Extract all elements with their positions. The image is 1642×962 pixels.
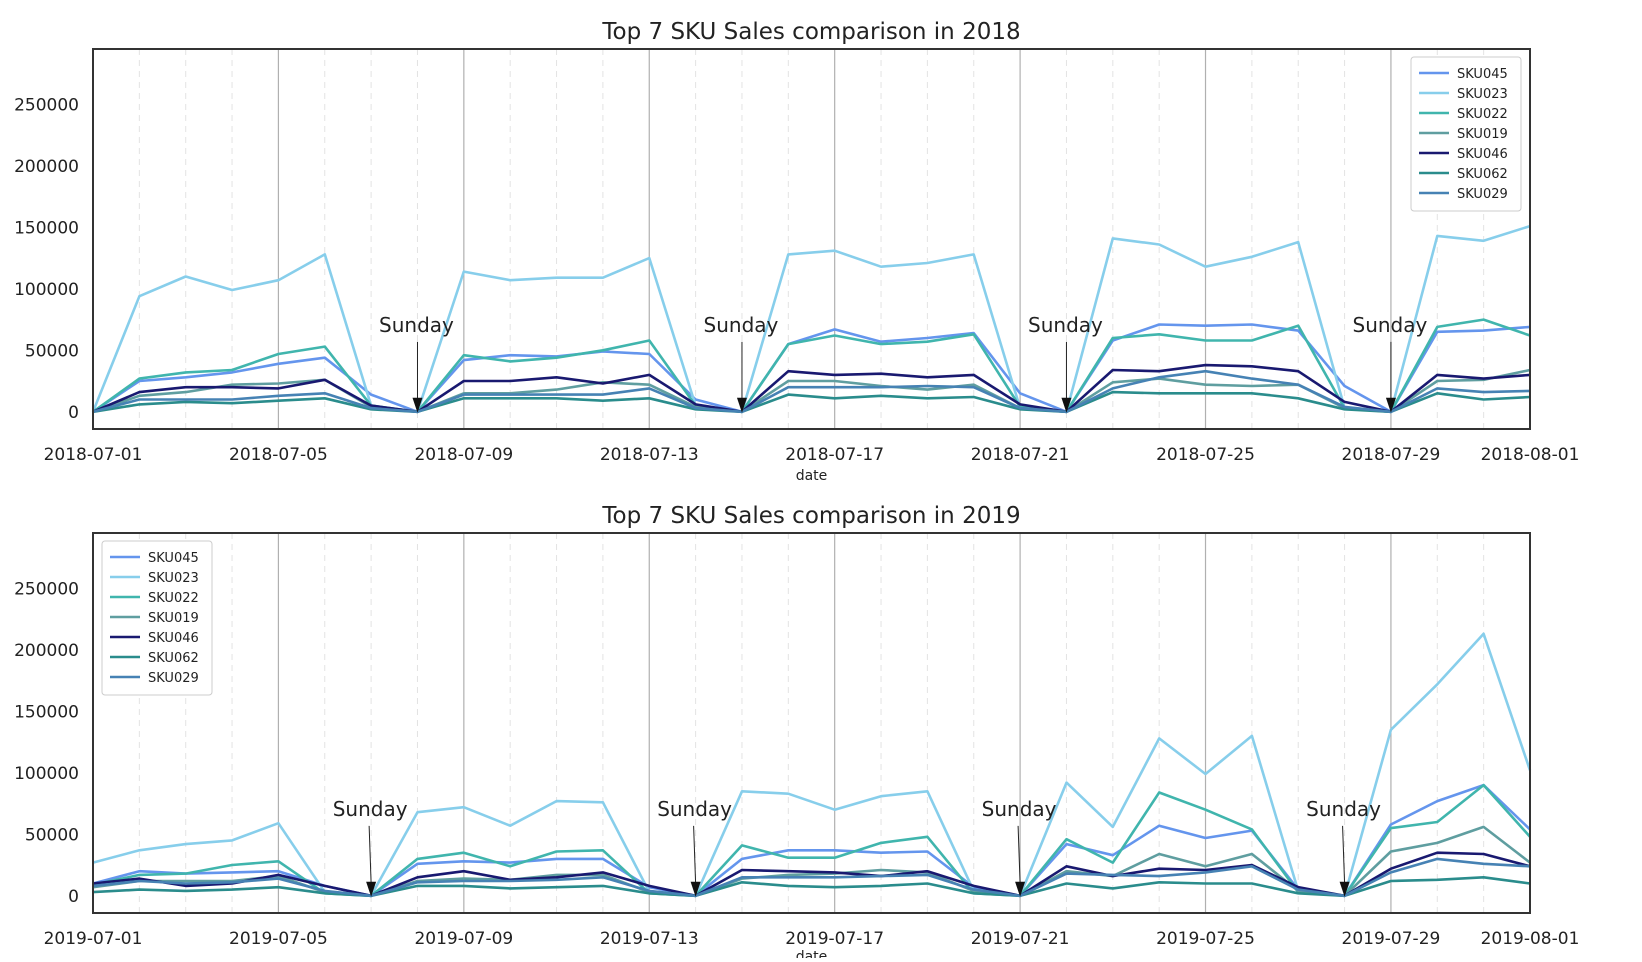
annotation-label: Sunday (1353, 313, 1428, 337)
annotation-arrow-head (1385, 397, 1396, 413)
x-axis-label: date (796, 468, 828, 484)
x-tick-label: 2019-07-25 (1156, 929, 1255, 949)
sunday-annotation: Sunday (1306, 797, 1381, 897)
y-tick-label: 50000 (25, 825, 79, 845)
y-tick-label: 100000 (14, 280, 79, 300)
legend-label: SKU029 (1457, 187, 1508, 202)
x-tick-label: 2018-07-09 (414, 445, 513, 465)
x-tick-label: 2019-08-01 (1481, 929, 1580, 949)
legend-label: SKU023 (1457, 87, 1508, 102)
legend-label: SKU062 (1457, 167, 1508, 182)
x-tick-label: 2018-07-29 (1342, 445, 1441, 465)
x-tick-label: 2018-07-01 (44, 445, 143, 465)
series-line-sku046 (92, 363, 1531, 414)
x-tick-label: 2019-07-13 (600, 929, 699, 949)
series-line-sku045 (92, 323, 1531, 414)
y-tick-label: 250000 (14, 579, 79, 599)
annotation-arrow-shaft (1342, 825, 1346, 884)
x-tick-label: 2019-07-17 (785, 929, 884, 949)
grid (92, 533, 1531, 913)
annotation-label: Sunday (379, 313, 454, 337)
x-tick-label: 2018-07-17 (785, 445, 884, 465)
sunday-annotation: Sunday (333, 797, 408, 897)
x-axis-label: date (796, 949, 828, 958)
legend-label: SKU022 (148, 591, 199, 606)
legend-label: SKU045 (1457, 67, 1508, 82)
legend-label: SKU019 (148, 611, 199, 626)
series-lines (91, 224, 1531, 414)
legend-label: SKU019 (1457, 127, 1508, 142)
legend-label: SKU046 (148, 631, 199, 646)
series-line-sku062 (92, 875, 1531, 898)
annotation-label: Sunday (982, 797, 1057, 821)
sunday-annotation: Sunday (657, 797, 732, 897)
x-tick-label: 2019-07-09 (414, 929, 513, 949)
x-tick-label: 2018-07-13 (600, 445, 699, 465)
y-tick-label: 0 (68, 887, 79, 907)
annotation-label: Sunday (1306, 797, 1381, 821)
sunday-annotation: Sunday (379, 313, 454, 413)
series-line-sku029 (92, 857, 1531, 898)
y-tick-label: 250000 (14, 95, 79, 115)
y-tick-label: 150000 (14, 702, 79, 722)
chart-panel-1: Top 7 SKU Sales comparison in 2018 0 50000… (14, 19, 1579, 484)
axes-frame (92, 48, 1531, 430)
annotation-arrow-head (366, 881, 377, 897)
x-tick-label: 2019-07-29 (1342, 929, 1441, 949)
series-line-sku029 (92, 369, 1531, 414)
x-tick-label: 2019-07-05 (229, 929, 328, 949)
sunday-annotation: Sunday (1353, 313, 1428, 413)
y-tick-label: 100000 (14, 764, 79, 784)
annotation-arrow-head (1015, 881, 1026, 897)
axes-frame (92, 532, 1531, 914)
series-line-sku046 (92, 851, 1531, 898)
chart-title: Top 7 SKU Sales comparison in 2018 (601, 19, 1020, 45)
legend-label: SKU029 (148, 671, 199, 686)
annotation-arrow-head (1339, 881, 1350, 897)
series-lines (92, 632, 1532, 898)
annotation-label: Sunday (704, 313, 779, 337)
legend-label: SKU046 (1457, 147, 1508, 162)
legend-label: SKU023 (148, 571, 199, 586)
y-tick-label: 0 (68, 403, 79, 423)
y-tick-label: 50000 (25, 341, 79, 361)
annotation-arrow-head (736, 397, 747, 413)
chart-title: Top 7 SKU Sales comparison in 2019 (601, 503, 1020, 529)
sunday-annotation: Sunday (982, 797, 1057, 897)
legend: SKU045 SKU023 SKU022 SKU019 SKU046 SKU062 SKU0… (1410, 56, 1522, 212)
annotation-arrow-head (690, 881, 701, 897)
series-line-sku022 (92, 318, 1531, 414)
annotation-arrow-shaft (1017, 825, 1021, 884)
sunday-annotation: Sunday (704, 313, 779, 413)
annotation-label: Sunday (657, 797, 732, 821)
x-tick-label: 2018-07-25 (1156, 445, 1255, 465)
y-tick-label: 150000 (14, 218, 79, 238)
annotation-label: Sunday (1028, 313, 1103, 337)
annotation-arrow-shaft (693, 825, 697, 884)
annotation-arrow-shaft (368, 825, 372, 884)
x-tick-label: 2018-07-05 (229, 445, 328, 465)
x-tick-label: 2018-08-01 (1481, 445, 1580, 465)
sunday-annotation: Sunday (1028, 313, 1103, 413)
series-line-sku062 (92, 390, 1531, 414)
x-tick-label: 2018-07-21 (971, 445, 1070, 465)
series-line-sku019 (92, 368, 1531, 414)
legend-label: SKU045 (148, 551, 199, 566)
annotation-arrow-head (1061, 397, 1072, 413)
legend-label: SKU062 (148, 651, 199, 666)
annotation-label: Sunday (333, 797, 408, 821)
x-tick-label: 2019-07-21 (971, 929, 1070, 949)
legend-label: SKU022 (1457, 107, 1508, 122)
annotation-arrow-head (412, 397, 423, 413)
series-line-sku023 (91, 224, 1531, 414)
chart-panel-2: Top 7 SKU Sales comparison in 2019 0 50000… (14, 503, 1580, 962)
y-tick-label: 200000 (14, 641, 79, 661)
x-tick-label: 2019-07-01 (44, 929, 143, 949)
y-tick-label: 200000 (14, 157, 79, 177)
legend: SKU045 SKU023 SKU022 SKU019 SKU046 SKU062 SKU0… (101, 540, 213, 696)
